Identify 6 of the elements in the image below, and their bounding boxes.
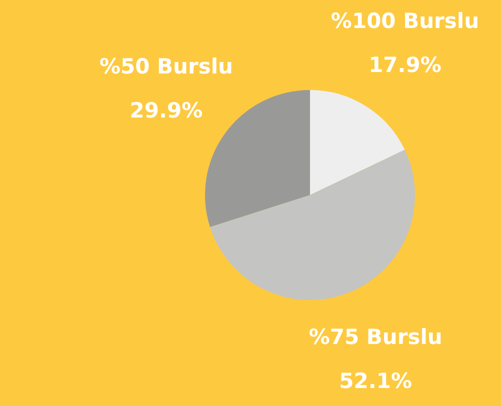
data-label: 52.1% [339, 368, 412, 393]
slice-label: %75 Burslu [308, 324, 442, 349]
data-label: 17.9% [368, 52, 442, 77]
slice-label: %50 Burslu [99, 54, 233, 79]
slice-label: %100 Burslu [330, 8, 480, 33]
data-label: 29.9% [130, 98, 203, 123]
